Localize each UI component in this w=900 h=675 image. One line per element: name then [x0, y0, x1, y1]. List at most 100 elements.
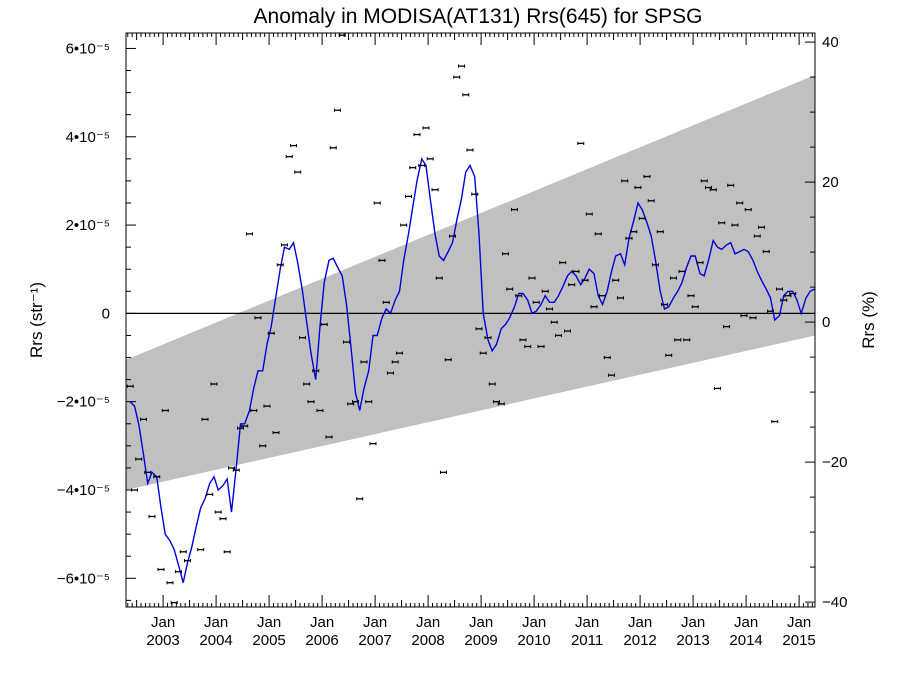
data-point	[294, 170, 302, 174]
data-point	[466, 148, 474, 152]
data-point	[347, 402, 355, 406]
data-point	[590, 305, 598, 309]
y-tick-label: 0	[102, 305, 110, 322]
data-point	[453, 75, 461, 79]
plot-band-layer	[126, 74, 815, 490]
y-axis-label-right: Rrs (%)	[859, 291, 878, 349]
data-point	[749, 316, 757, 320]
data-point	[210, 382, 218, 386]
data-point	[541, 289, 549, 293]
data-point	[245, 232, 253, 236]
data-point	[439, 470, 447, 474]
data-point	[139, 417, 147, 421]
data-point	[625, 236, 633, 240]
data-point	[528, 276, 536, 280]
data-point	[780, 298, 788, 302]
data-point	[179, 550, 187, 554]
y2-tick-label: 40	[822, 34, 839, 51]
x-tick-label-month: Jan	[469, 614, 493, 631]
x-tick-label-month: Jan	[787, 614, 811, 631]
data-point	[365, 400, 373, 404]
data-point	[391, 360, 399, 364]
data-point	[373, 201, 381, 205]
data-point	[607, 373, 615, 377]
x-tick-label-month: Jan	[734, 614, 758, 631]
data-point	[554, 333, 562, 338]
data-point	[267, 331, 275, 335]
data-point	[736, 201, 744, 205]
data-point	[325, 435, 333, 439]
data-point	[497, 402, 505, 406]
data-point	[289, 143, 297, 148]
x-tick-label-year: 2009	[464, 632, 497, 649]
data-point	[594, 232, 602, 236]
x-tick-label-month: Jan	[522, 614, 546, 631]
data-point	[559, 261, 567, 265]
data-point	[545, 307, 553, 311]
data-point	[660, 302, 668, 307]
data-point	[404, 194, 412, 198]
plot-frame	[125, 32, 816, 608]
data-point	[356, 497, 364, 501]
data-point	[457, 64, 465, 68]
data-point	[577, 141, 585, 145]
data-point	[537, 344, 545, 349]
x-tick-label-year: 2011	[571, 632, 603, 649]
data-point	[506, 287, 514, 291]
x-tick-label-month: Jan	[363, 614, 387, 631]
data-point	[709, 188, 717, 192]
data-point	[643, 174, 651, 179]
y2-tick-label: −20	[822, 454, 847, 471]
data-point	[484, 336, 492, 340]
data-point	[647, 199, 655, 203]
data-point	[471, 192, 479, 196]
data-point	[316, 408, 324, 413]
y-tick-label: −2•10⁻⁵	[57, 394, 110, 411]
data-point	[598, 294, 606, 298]
x-tick-label-month: Jan	[416, 614, 440, 631]
y-tick-label: 4•10⁻⁵	[66, 129, 110, 146]
y-tick-label: 6•10⁻⁵	[66, 40, 110, 57]
data-point	[603, 355, 611, 360]
data-point	[153, 475, 161, 479]
data-point	[581, 278, 589, 282]
data-point	[254, 316, 262, 320]
data-point	[148, 514, 156, 519]
data-point	[532, 300, 540, 304]
data-point	[656, 230, 664, 234]
data-point	[550, 320, 558, 324]
data-point	[510, 208, 518, 212]
data-point	[479, 351, 487, 355]
x-tick-label-year: 2014	[729, 632, 762, 649]
data-point	[219, 517, 227, 521]
line-series-layer	[129, 156, 815, 583]
data-point	[351, 400, 359, 404]
x-tick-label-year: 2008	[411, 632, 444, 649]
data-point	[329, 146, 337, 150]
x-axis: Jan2003Jan2004Jan2005Jan2006Jan2007Jan20…	[127, 33, 816, 649]
data-point	[431, 188, 439, 192]
x-tick-label-year: 2003	[146, 632, 179, 649]
data-point	[312, 369, 320, 373]
x-tick-label-year: 2010	[517, 632, 550, 649]
data-point	[448, 234, 456, 238]
data-point	[161, 408, 169, 413]
data-point	[740, 313, 748, 318]
data-point	[426, 157, 434, 161]
x-tick-label-month: Jan	[204, 614, 228, 631]
data-point	[501, 252, 509, 256]
data-point	[563, 329, 571, 333]
data-point	[784, 294, 792, 298]
data-point	[691, 305, 699, 309]
data-point	[713, 386, 721, 391]
data-point	[409, 166, 417, 170]
data-point	[369, 442, 377, 446]
data-point	[170, 600, 178, 605]
y-axis-right: 40 20 0 −20 −40	[805, 34, 847, 611]
data-point	[585, 212, 593, 216]
data-point	[320, 322, 328, 327]
data-point	[757, 225, 765, 229]
data-point	[475, 327, 483, 331]
data-point	[612, 278, 620, 282]
x-tick-label-year: 2006	[305, 632, 338, 649]
